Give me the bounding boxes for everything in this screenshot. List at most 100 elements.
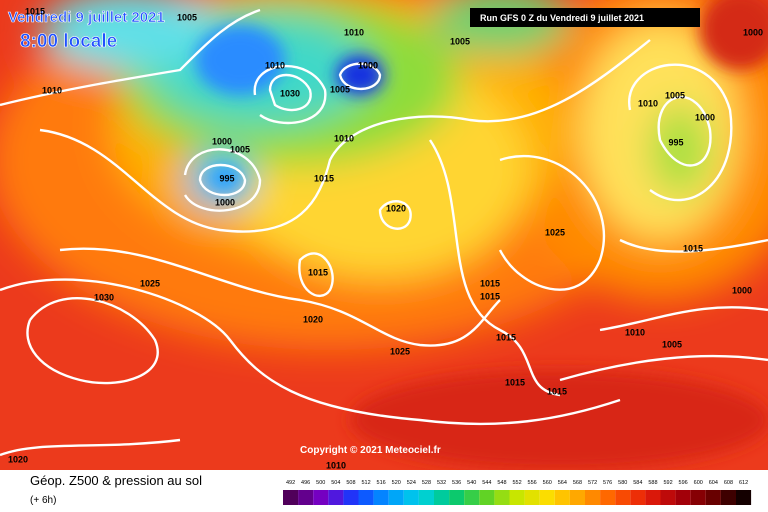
scale-label: 548 [497, 480, 506, 486]
caption: Géop. Z500 & pression au sol [30, 473, 202, 488]
isobar-label: 1005 [662, 339, 682, 349]
isobar-label: 1010 [638, 98, 658, 108]
scale-swatch [675, 490, 691, 505]
isobar-label: 1015 [25, 6, 45, 16]
isobar-label: 1010 [42, 85, 62, 95]
isobar-label: 1015 [683, 243, 703, 253]
scale-swatch [720, 490, 736, 505]
scale-label: 520 [392, 480, 401, 486]
scale-label: 552 [512, 480, 521, 486]
scale-label: 504 [331, 480, 340, 486]
isobar-label: 1025 [545, 227, 565, 237]
scale-swatch [645, 490, 661, 505]
scale-swatch [690, 490, 706, 505]
scale-label: 528 [422, 480, 431, 486]
isobar-label: 1010 [344, 27, 364, 37]
isobar-label: 1015 [547, 386, 567, 396]
scale-label: 544 [482, 480, 491, 486]
scale-label: 576 [603, 480, 612, 486]
scale-swatch [388, 490, 404, 505]
isobar-label: 1015 [496, 332, 516, 342]
scale-label: 604 [709, 480, 718, 486]
scale-label: 592 [663, 480, 672, 486]
scale-label: 492 [286, 480, 295, 486]
lead-time: (+ 6h) [30, 495, 56, 506]
time: 8:00 locale [20, 31, 117, 52]
isobar-label: 1000 [732, 285, 752, 295]
isobar-label: 1015 [480, 291, 500, 301]
scale-label: 600 [694, 480, 703, 486]
scale-swatch [660, 490, 676, 505]
scale-swatch [736, 490, 752, 505]
isobar-label: 1015 [505, 377, 525, 387]
scale-label: 540 [467, 480, 476, 486]
scale-swatch [403, 490, 419, 505]
scale-label: 580 [618, 480, 627, 486]
scale-swatch [479, 490, 495, 505]
isobar-label: 1030 [94, 292, 114, 302]
field [0, 0, 768, 470]
scale-label: 612 [739, 480, 748, 486]
isobar-label: 1005 [450, 36, 470, 46]
scale-swatch [373, 490, 389, 505]
isobar-label: 1010 [334, 133, 354, 143]
scale-label: 532 [437, 480, 446, 486]
scale-swatch [434, 490, 450, 505]
isobar-label: 1005 [665, 90, 685, 100]
scale-swatch [298, 490, 314, 505]
scale-swatch [418, 490, 434, 505]
isobar-label: 1000 [695, 112, 715, 122]
isobar-label: 1020 [386, 203, 406, 213]
scale-swatch [283, 490, 299, 505]
scale-label: 572 [588, 480, 597, 486]
scale-label: 516 [377, 480, 386, 486]
scale-label: 588 [648, 480, 657, 486]
scale-label: 584 [633, 480, 642, 486]
scale-label: 560 [543, 480, 552, 486]
scale-swatch [494, 490, 510, 505]
scale-label: 512 [361, 480, 370, 486]
scale-label: 524 [407, 480, 416, 486]
scale-swatch [509, 490, 525, 505]
isobar-label: 1000 [743, 27, 763, 37]
scale-swatch [600, 490, 616, 505]
scale-swatch [630, 490, 646, 505]
isobar-label: 1025 [140, 278, 160, 288]
isobar-label: 1020 [8, 454, 28, 464]
isobar-label: 1005 [230, 144, 250, 154]
isobar-label: 1010 [265, 60, 285, 70]
isobar-label: 1030 [280, 88, 300, 98]
scale-swatch [464, 490, 480, 505]
scale-swatch [554, 490, 570, 505]
scale-label: 496 [301, 480, 310, 486]
isobar-label: 1000 [358, 60, 378, 70]
isobar-label: 1000 [212, 136, 232, 146]
scale-label: 608 [724, 480, 733, 486]
scale-label: 556 [528, 480, 537, 486]
scale-swatch [343, 490, 359, 505]
scale-label: 564 [558, 480, 567, 486]
copyright: Copyright © 2021 Meteociel.fr [300, 445, 441, 456]
isobar-label: 1010 [625, 327, 645, 337]
isobar-label: 995 [219, 173, 234, 183]
scale-swatch [358, 490, 374, 505]
scale-swatch [313, 490, 329, 505]
isobar-label: 1015 [314, 173, 334, 183]
scale-label: 500 [316, 480, 325, 486]
scale-label: 508 [346, 480, 355, 486]
isobar-label: 1020 [303, 314, 323, 324]
scale-swatch [585, 490, 601, 505]
isobar-label: 1015 [308, 267, 328, 277]
scale-swatch [539, 490, 555, 505]
isobar-label: 1000 [358, 60, 378, 70]
isobar-label: 1025 [390, 346, 410, 356]
scale-swatch [328, 490, 344, 505]
run-box [470, 8, 700, 27]
scale-swatch [615, 490, 631, 505]
scale-swatch [569, 490, 585, 505]
title: Vendredi 9 juillet 2021 [8, 9, 165, 26]
isobar-label: 995 [668, 137, 683, 147]
run: Run GFS 0 Z du Vendredi 9 juillet 2021 [480, 13, 644, 23]
